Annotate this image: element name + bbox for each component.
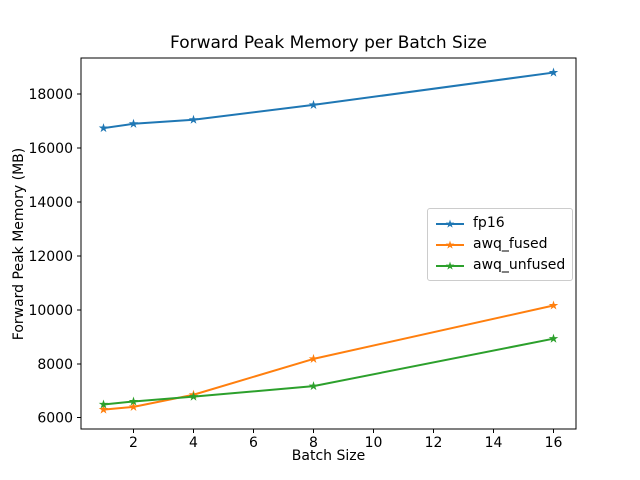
data-point-marker-awq_unfused bbox=[188, 391, 199, 401]
legend-entry-fp16: fp16 bbox=[435, 213, 565, 234]
data-point-marker-awq_unfused bbox=[308, 381, 319, 391]
x-tick-label: 6 bbox=[249, 435, 258, 451]
data-point-marker-fp16 bbox=[308, 99, 319, 109]
data-point-marker-awq_unfused bbox=[98, 399, 109, 409]
legend-label-awq_fused: awq_fused bbox=[473, 236, 548, 252]
x-tick-label: 14 bbox=[485, 435, 503, 451]
data-point-marker-fp16 bbox=[188, 114, 199, 124]
series-line-fp16 bbox=[102, 71, 555, 130]
data-point-marker-awq_fused bbox=[548, 300, 559, 310]
data-point-marker-awq_fused bbox=[308, 353, 319, 363]
x-tick-label: 4 bbox=[189, 435, 198, 451]
y-tick-label: 16000 bbox=[28, 141, 73, 157]
legend-marker-fp16 bbox=[436, 219, 464, 228]
x-tick-label: 8 bbox=[309, 435, 318, 451]
legend-entry-awq_fused: awq_fused bbox=[435, 234, 565, 255]
legend-label-fp16: fp16 bbox=[473, 215, 505, 231]
series-line-awq_fused bbox=[102, 304, 555, 411]
chart-title: Forward Peak Memory per Batch Size bbox=[170, 33, 487, 53]
x-tick-label: 16 bbox=[545, 435, 563, 451]
data-point-marker-fp16 bbox=[128, 118, 139, 128]
x-tick-label: 10 bbox=[365, 435, 383, 451]
y-tick-label: 18000 bbox=[28, 87, 73, 103]
data-point-marker-fp16 bbox=[548, 67, 559, 77]
y-tick-label: 12000 bbox=[28, 249, 73, 265]
legend-label-awq_unfused: awq_unfused bbox=[473, 257, 566, 273]
plot-border bbox=[80, 57, 577, 430]
data-point-marker-awq_unfused bbox=[548, 333, 559, 343]
y-tick-label: 8000 bbox=[37, 357, 73, 373]
data-point-marker-awq_fused bbox=[98, 404, 109, 414]
legend: fp16 awq_fused awq_unfused bbox=[427, 208, 574, 281]
y-tick-label: 10000 bbox=[28, 303, 73, 319]
y-tick-label: 6000 bbox=[37, 411, 73, 427]
y-tick-label: 14000 bbox=[28, 195, 73, 211]
legend-entry-awq_unfused: awq_unfused bbox=[435, 255, 565, 276]
data-point-marker-awq_fused bbox=[128, 401, 139, 411]
legend-marker-awq_fused bbox=[436, 240, 464, 249]
data-point-marker-fp16 bbox=[98, 123, 109, 133]
y-axis-label: Forward Peak Memory (MB) bbox=[11, 147, 27, 341]
legend-marker-awq_unfused bbox=[436, 261, 464, 270]
x-tick-label: 2 bbox=[129, 435, 138, 451]
x-tick-label: 12 bbox=[425, 435, 443, 451]
x-axis-label: Batch Size bbox=[291, 448, 366, 464]
data-point-marker-awq_unfused bbox=[128, 396, 139, 406]
series-line-awq_unfused bbox=[102, 337, 555, 406]
